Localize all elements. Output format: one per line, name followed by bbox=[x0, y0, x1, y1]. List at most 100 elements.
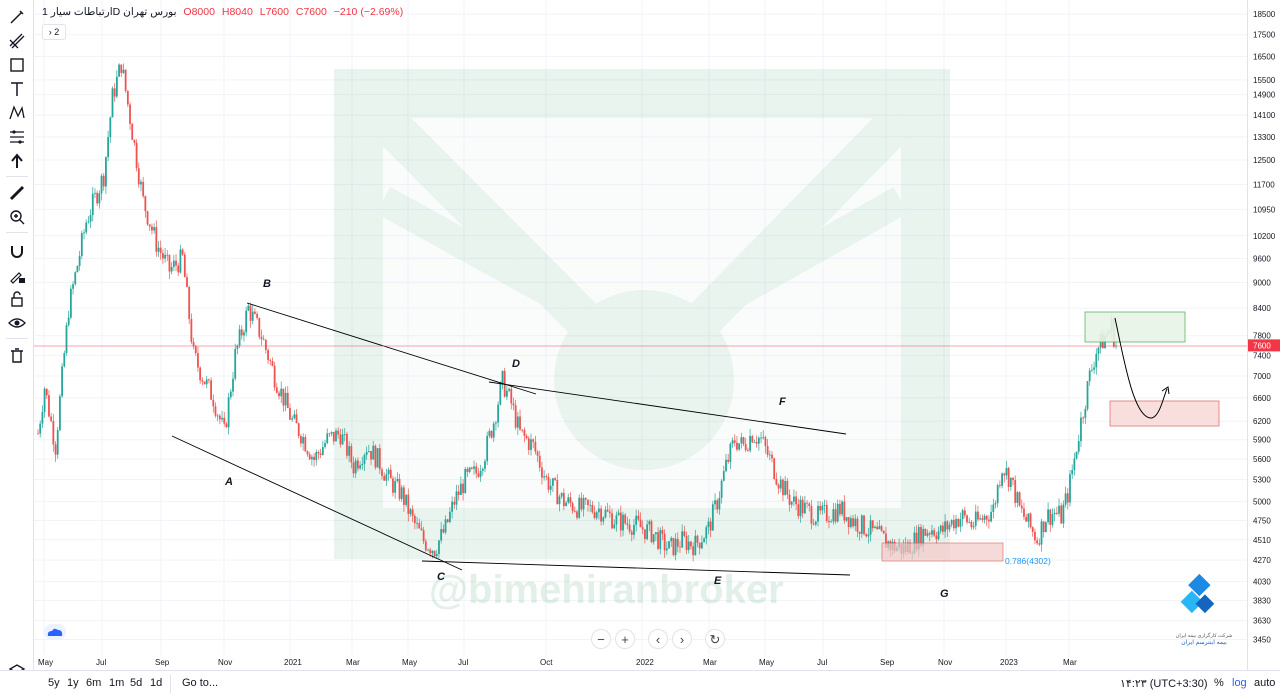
candle-body bbox=[45, 388, 48, 396]
toolbar-divider bbox=[6, 232, 28, 233]
auto-toggle[interactable]: auto bbox=[1254, 677, 1276, 689]
chart-area[interactable]: @bimehiranbroker A B C D E F G 0.786(4302) May… bbox=[34, 0, 1247, 670]
candle-body bbox=[611, 513, 613, 529]
zoom-out-button[interactable]: − bbox=[591, 629, 611, 649]
fib-icon[interactable] bbox=[5, 126, 29, 148]
candle-body bbox=[679, 546, 681, 548]
candle-body bbox=[937, 531, 940, 540]
candle-body bbox=[492, 423, 495, 438]
ruler-icon[interactable] bbox=[5, 182, 29, 204]
candle-body bbox=[221, 417, 223, 420]
candle-body bbox=[291, 418, 294, 420]
candle-body bbox=[78, 255, 81, 266]
candle-body bbox=[361, 463, 364, 466]
lock-icon[interactable] bbox=[5, 288, 29, 310]
candle-body bbox=[591, 504, 594, 513]
candle-body bbox=[714, 500, 716, 505]
arrow-icon[interactable] bbox=[5, 150, 29, 172]
candle-body bbox=[466, 468, 469, 472]
rectangle-icon[interactable] bbox=[5, 54, 29, 76]
candle-body bbox=[659, 530, 662, 549]
candle-body bbox=[164, 254, 166, 259]
candle-body bbox=[970, 521, 973, 528]
candle-body bbox=[372, 445, 375, 460]
candle-body bbox=[1031, 527, 1034, 532]
magnet-icon[interactable] bbox=[5, 240, 29, 262]
candle-body bbox=[499, 383, 502, 405]
candle-body bbox=[968, 521, 971, 523]
candle-body bbox=[387, 469, 390, 475]
text-icon[interactable] bbox=[5, 78, 29, 100]
percent-toggle[interactable]: % bbox=[1214, 677, 1224, 689]
reset-chart-button[interactable]: ↻ bbox=[705, 629, 725, 649]
candle-body bbox=[508, 388, 510, 391]
candle-body bbox=[118, 64, 120, 77]
lock-draw-icon[interactable] bbox=[5, 264, 29, 286]
candle-body bbox=[942, 525, 944, 532]
time-tick-label: Jul bbox=[458, 658, 468, 667]
pattern-icon[interactable] bbox=[5, 102, 29, 124]
candle-body bbox=[407, 494, 410, 515]
grid bbox=[34, 0, 1247, 655]
candle-body bbox=[124, 69, 127, 91]
scroll-right-button[interactable]: › bbox=[672, 629, 692, 649]
trendline-icon[interactable] bbox=[5, 30, 29, 52]
price-axis[interactable]: 18500 17500 16500 15500 14900 14100 13300 12500… bbox=[1247, 0, 1280, 670]
range-5d[interactable]: 5d bbox=[130, 677, 143, 689]
range-5y[interactable]: 5y bbox=[48, 677, 60, 689]
time-tick-label: Mar bbox=[346, 658, 360, 667]
candle-body bbox=[1027, 513, 1030, 522]
candle-body bbox=[760, 437, 762, 439]
candle-body bbox=[348, 446, 351, 456]
eye-icon[interactable] bbox=[5, 312, 29, 334]
chart-canvas[interactable]: @bimehiranbroker A B C D E F G 0.786(4302) May… bbox=[34, 0, 1247, 670]
zoom-in-button[interactable]: + bbox=[615, 629, 635, 649]
indicators-toggle[interactable]: › 2 bbox=[42, 24, 66, 40]
log-toggle[interactable]: log bbox=[1232, 677, 1247, 689]
scroll-left-button[interactable]: ‹ bbox=[648, 629, 668, 649]
candle-body bbox=[819, 505, 822, 511]
candle-body bbox=[427, 549, 429, 551]
range-1m[interactable]: 1m bbox=[109, 677, 125, 689]
candle-body bbox=[159, 247, 162, 254]
candle-body bbox=[91, 193, 94, 216]
candle-body bbox=[442, 529, 445, 533]
candle-body bbox=[573, 511, 576, 512]
candle-body bbox=[823, 505, 826, 506]
cloud-icon[interactable] bbox=[44, 624, 66, 640]
candle-body bbox=[403, 487, 405, 505]
candle-body bbox=[777, 484, 780, 489]
range-1y[interactable]: 1y bbox=[67, 677, 79, 689]
candle-body bbox=[865, 534, 868, 537]
price-tick-label: 7800 bbox=[1253, 332, 1271, 341]
candle-body bbox=[210, 380, 212, 400]
candle-body bbox=[551, 478, 554, 486]
candle-body bbox=[310, 456, 313, 460]
candle-body bbox=[992, 504, 995, 512]
pattern-label-f: F bbox=[779, 396, 786, 408]
candle-body bbox=[201, 380, 204, 382]
trash-icon[interactable] bbox=[5, 344, 29, 366]
candle-body bbox=[538, 455, 541, 468]
cursor-icon[interactable] bbox=[5, 6, 29, 28]
zoom-icon[interactable] bbox=[5, 206, 29, 228]
candle-body bbox=[871, 520, 874, 529]
price-tick-label: 11700 bbox=[1253, 181, 1275, 190]
goto-button[interactable]: Go to... bbox=[182, 677, 219, 689]
range-6m[interactable]: 6m bbox=[86, 677, 102, 689]
candle-body bbox=[339, 434, 342, 445]
candle-body bbox=[1036, 540, 1039, 544]
candle-body bbox=[584, 498, 587, 500]
price-tick-label: 17500 bbox=[1253, 31, 1276, 40]
candle-body bbox=[644, 529, 646, 540]
candle-body bbox=[306, 451, 309, 455]
candle-body bbox=[768, 454, 771, 456]
price-tick-label: 4270 bbox=[1253, 556, 1271, 565]
candle-body bbox=[293, 414, 296, 419]
range-1d[interactable]: 1d bbox=[150, 677, 163, 689]
candle-body bbox=[129, 104, 131, 124]
time-tick-label: Sep bbox=[880, 658, 895, 667]
candle-body bbox=[771, 454, 773, 459]
last-price-label: 7600 bbox=[1253, 341, 1271, 350]
candle-body bbox=[65, 325, 68, 354]
